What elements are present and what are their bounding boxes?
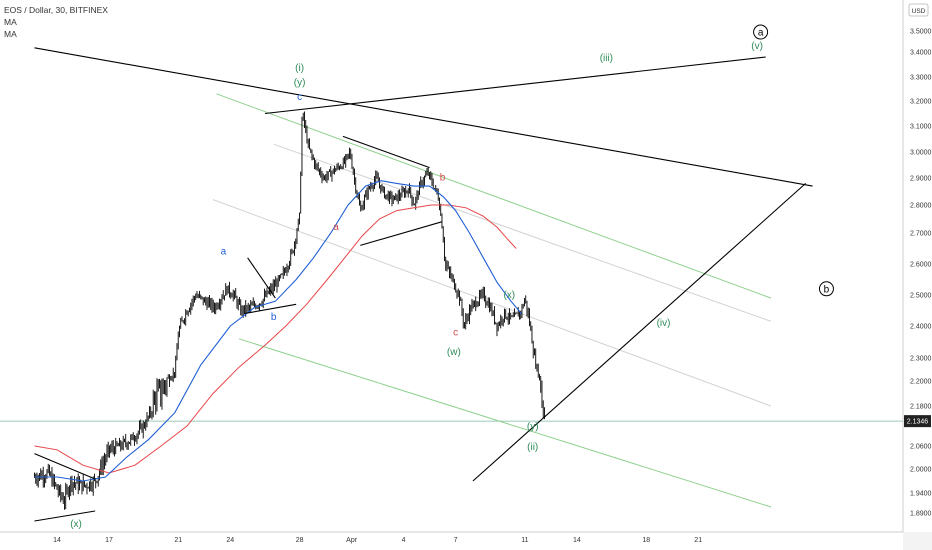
channel-mid-line[interactable] — [273, 143, 772, 322]
circle-label-ring[interactable] — [818, 281, 834, 297]
wave-label[interactable]: (ii) — [527, 442, 538, 453]
x-tick-label: 21 — [174, 537, 182, 544]
y-tick-label: 1.8900 — [910, 511, 932, 518]
indicator-ma-2[interactable]: MA — [4, 29, 17, 39]
currency-badge[interactable]: USD — [912, 8, 926, 15]
circle-label-ring[interactable] — [753, 24, 769, 40]
ma-slow-line[interactable] — [34, 204, 517, 474]
trendline[interactable] — [34, 47, 813, 187]
channel-boundary-line[interactable] — [238, 338, 772, 508]
y-tick-label: 2.6000 — [910, 262, 932, 269]
wave-label[interactable]: a — [221, 247, 227, 258]
price-axis[interactable] — [903, 0, 932, 550]
x-tick-label: 4 — [402, 537, 406, 544]
candle-layer — [34, 111, 545, 510]
x-tick-label: 17 — [105, 537, 113, 544]
symbol-title[interactable]: EOS / Dollar, 30, BITFINEX — [4, 5, 108, 15]
wave-label[interactable]: (y) — [294, 77, 306, 88]
x-tick-label: 14 — [573, 537, 581, 544]
y-tick-label: 2.8000 — [910, 203, 932, 210]
wave-label[interactable]: (i) — [295, 63, 304, 74]
y-tick-label: 2.1800 — [910, 404, 932, 411]
x-tick-label: 24 — [226, 537, 234, 544]
price-label: 2.1346 — [907, 419, 929, 426]
wave-label[interactable]: (iv) — [657, 318, 671, 329]
x-tick-label: 28 — [296, 537, 304, 544]
y-tick-label: 3.5000 — [910, 29, 932, 36]
trendline[interactable] — [34, 510, 96, 522]
y-tick-label: 2.9000 — [910, 176, 932, 183]
y-tick-label: 2.2000 — [910, 379, 932, 386]
y-tick-label: 2.4000 — [910, 324, 932, 331]
circle-label[interactable]: b — [824, 284, 830, 295]
x-tick-label: 11 — [521, 537, 528, 544]
x-tick-label: 18 — [642, 537, 650, 544]
trendline-layer — [34, 47, 813, 522]
wave-label[interactable]: b — [440, 173, 446, 184]
y-tick-label: 3.4000 — [910, 50, 932, 57]
y-tick-label: 3.2000 — [910, 99, 932, 106]
wave-label[interactable]: (x) — [70, 519, 82, 530]
chart-legend: EOS / Dollar, 30, BITFINEX MA MA — [4, 4, 108, 40]
trendline[interactable] — [342, 135, 430, 169]
ma-fast-line[interactable] — [34, 180, 522, 482]
wave-label[interactable]: (iii) — [600, 53, 613, 64]
trendline[interactable] — [34, 453, 96, 480]
trendline[interactable] — [472, 182, 807, 482]
x-tick-label: 21 — [694, 537, 702, 544]
wave-label[interactable]: (x) — [503, 290, 515, 301]
wave-label[interactable]: a — [333, 222, 339, 233]
x-tick-label: Apr — [346, 537, 358, 544]
trendline[interactable] — [360, 221, 442, 246]
y-tick-label: 2.7000 — [910, 231, 932, 238]
y-tick-label: 2.0600 — [910, 444, 932, 451]
wave-label-layer: (i) (y) c a b a b c (w) (x) (y) (ii) (x) (iii) (iv) (v)… — [70, 24, 834, 530]
y-tick-label: 3.1000 — [910, 124, 932, 131]
x-tick-label: 14 — [53, 537, 61, 544]
wave-label[interactable]: (y) — [527, 421, 539, 432]
y-tick-label: 1.9400 — [910, 491, 932, 498]
circle-label[interactable]: a — [758, 28, 764, 39]
y-tick-label: 3.0000 — [910, 150, 932, 157]
wave-label[interactable]: (w) — [447, 347, 461, 358]
wave-label[interactable]: (v) — [751, 41, 763, 52]
moving-average-layer — [34, 180, 522, 482]
time-axis[interactable] — [0, 532, 903, 550]
axis-corner[interactable] — [903, 532, 932, 550]
y-tick-label: 2.5000 — [910, 293, 932, 300]
y-tick-label: 2.0000 — [910, 467, 932, 474]
wave-label[interactable]: b — [271, 312, 277, 323]
wave-label[interactable]: c — [453, 328, 458, 339]
y-tick-label: 3.3000 — [910, 75, 932, 82]
trendline[interactable] — [247, 257, 276, 299]
channel-layer — [212, 93, 772, 508]
currency-badge-box[interactable] — [908, 3, 929, 17]
indicator-ma-1[interactable]: MA — [4, 17, 17, 27]
x-tick-label: 7 — [454, 537, 458, 544]
price-label-box — [904, 415, 931, 428]
wave-label[interactable]: c — [297, 92, 302, 103]
trendline[interactable] — [244, 303, 297, 315]
y-tick-label: 2.3000 — [910, 356, 932, 363]
trendline[interactable] — [264, 56, 766, 115]
channel-boundary-line[interactable] — [216, 93, 772, 299]
